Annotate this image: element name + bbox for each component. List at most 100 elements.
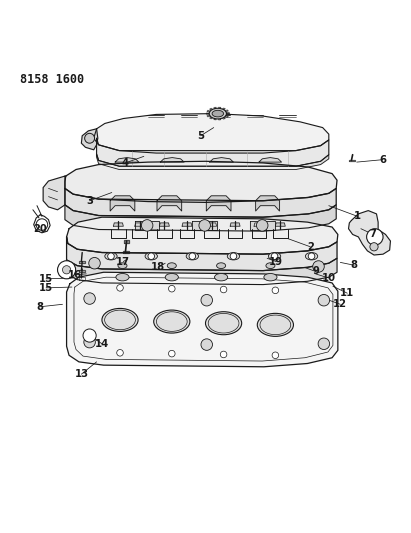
Text: 18: 18 <box>151 262 165 272</box>
Ellipse shape <box>227 253 240 260</box>
Circle shape <box>220 286 227 293</box>
Circle shape <box>272 287 279 294</box>
Polygon shape <box>206 196 231 211</box>
Polygon shape <box>226 112 229 114</box>
Polygon shape <box>349 211 390 255</box>
Polygon shape <box>67 237 337 271</box>
Polygon shape <box>259 158 282 162</box>
Circle shape <box>62 265 71 274</box>
Circle shape <box>318 294 330 306</box>
Circle shape <box>367 229 383 245</box>
Ellipse shape <box>167 263 176 269</box>
Text: 20: 20 <box>33 224 47 233</box>
Ellipse shape <box>165 273 178 281</box>
Circle shape <box>84 336 95 348</box>
Circle shape <box>313 261 324 272</box>
Ellipse shape <box>206 312 242 335</box>
Ellipse shape <box>257 313 293 336</box>
Ellipse shape <box>215 273 228 281</box>
Circle shape <box>220 351 227 358</box>
Circle shape <box>141 220 153 231</box>
Text: 6: 6 <box>379 155 387 165</box>
Polygon shape <box>219 107 221 109</box>
Ellipse shape <box>212 110 224 117</box>
Polygon shape <box>115 158 139 162</box>
Text: 8: 8 <box>36 302 44 312</box>
Polygon shape <box>157 196 182 211</box>
Polygon shape <box>192 221 217 230</box>
Ellipse shape <box>268 253 281 260</box>
Polygon shape <box>65 205 336 231</box>
Text: 2: 2 <box>307 242 314 252</box>
Polygon shape <box>222 108 225 110</box>
Ellipse shape <box>264 273 277 281</box>
Polygon shape <box>43 176 65 210</box>
Polygon shape <box>219 118 221 120</box>
Polygon shape <box>67 217 338 254</box>
Polygon shape <box>250 221 275 230</box>
Polygon shape <box>79 277 85 280</box>
Text: 17: 17 <box>116 256 130 266</box>
Polygon shape <box>97 154 329 169</box>
Text: 5: 5 <box>197 131 204 141</box>
Circle shape <box>189 253 196 260</box>
Circle shape <box>370 243 378 251</box>
Polygon shape <box>135 223 145 226</box>
Text: 12: 12 <box>333 300 347 309</box>
Polygon shape <box>67 259 337 285</box>
Circle shape <box>169 285 175 292</box>
Text: 1: 1 <box>354 212 361 221</box>
Circle shape <box>117 350 123 356</box>
Text: 10: 10 <box>322 273 336 283</box>
Text: 3: 3 <box>86 196 93 206</box>
Circle shape <box>271 253 278 260</box>
Ellipse shape <box>305 253 318 260</box>
Polygon shape <box>254 223 264 226</box>
Ellipse shape <box>118 263 127 269</box>
Polygon shape <box>79 261 85 263</box>
Polygon shape <box>135 221 159 230</box>
Polygon shape <box>207 223 217 226</box>
Circle shape <box>308 253 315 260</box>
Ellipse shape <box>116 273 129 281</box>
Ellipse shape <box>266 263 275 269</box>
Polygon shape <box>349 160 355 161</box>
Circle shape <box>36 219 48 230</box>
Text: 7: 7 <box>370 229 376 239</box>
Polygon shape <box>65 161 337 203</box>
Circle shape <box>318 338 330 350</box>
Text: 11: 11 <box>340 288 354 298</box>
Circle shape <box>201 339 212 350</box>
Circle shape <box>201 294 212 306</box>
Polygon shape <box>222 117 225 119</box>
Circle shape <box>256 220 268 231</box>
Circle shape <box>85 133 95 143</box>
Polygon shape <box>94 114 329 153</box>
Polygon shape <box>182 223 192 226</box>
Text: 15: 15 <box>39 283 53 293</box>
Text: 14: 14 <box>95 339 109 349</box>
Polygon shape <box>110 196 135 211</box>
Polygon shape <box>256 196 279 211</box>
Circle shape <box>83 329 96 342</box>
Circle shape <box>169 350 175 357</box>
Polygon shape <box>226 114 229 115</box>
Text: 9: 9 <box>312 266 319 277</box>
Circle shape <box>89 257 100 269</box>
Ellipse shape <box>145 253 157 260</box>
Text: 8158 1600: 8158 1600 <box>20 72 84 85</box>
Polygon shape <box>97 138 329 166</box>
Ellipse shape <box>209 108 226 119</box>
Polygon shape <box>159 223 169 226</box>
Polygon shape <box>81 129 98 150</box>
Ellipse shape <box>105 253 117 260</box>
Circle shape <box>230 253 237 260</box>
Text: 15: 15 <box>39 274 53 284</box>
Polygon shape <box>224 110 228 112</box>
Polygon shape <box>207 110 211 112</box>
Polygon shape <box>113 223 123 226</box>
Circle shape <box>272 352 279 359</box>
Text: 8: 8 <box>351 260 358 270</box>
Circle shape <box>84 293 95 304</box>
Polygon shape <box>124 240 129 243</box>
